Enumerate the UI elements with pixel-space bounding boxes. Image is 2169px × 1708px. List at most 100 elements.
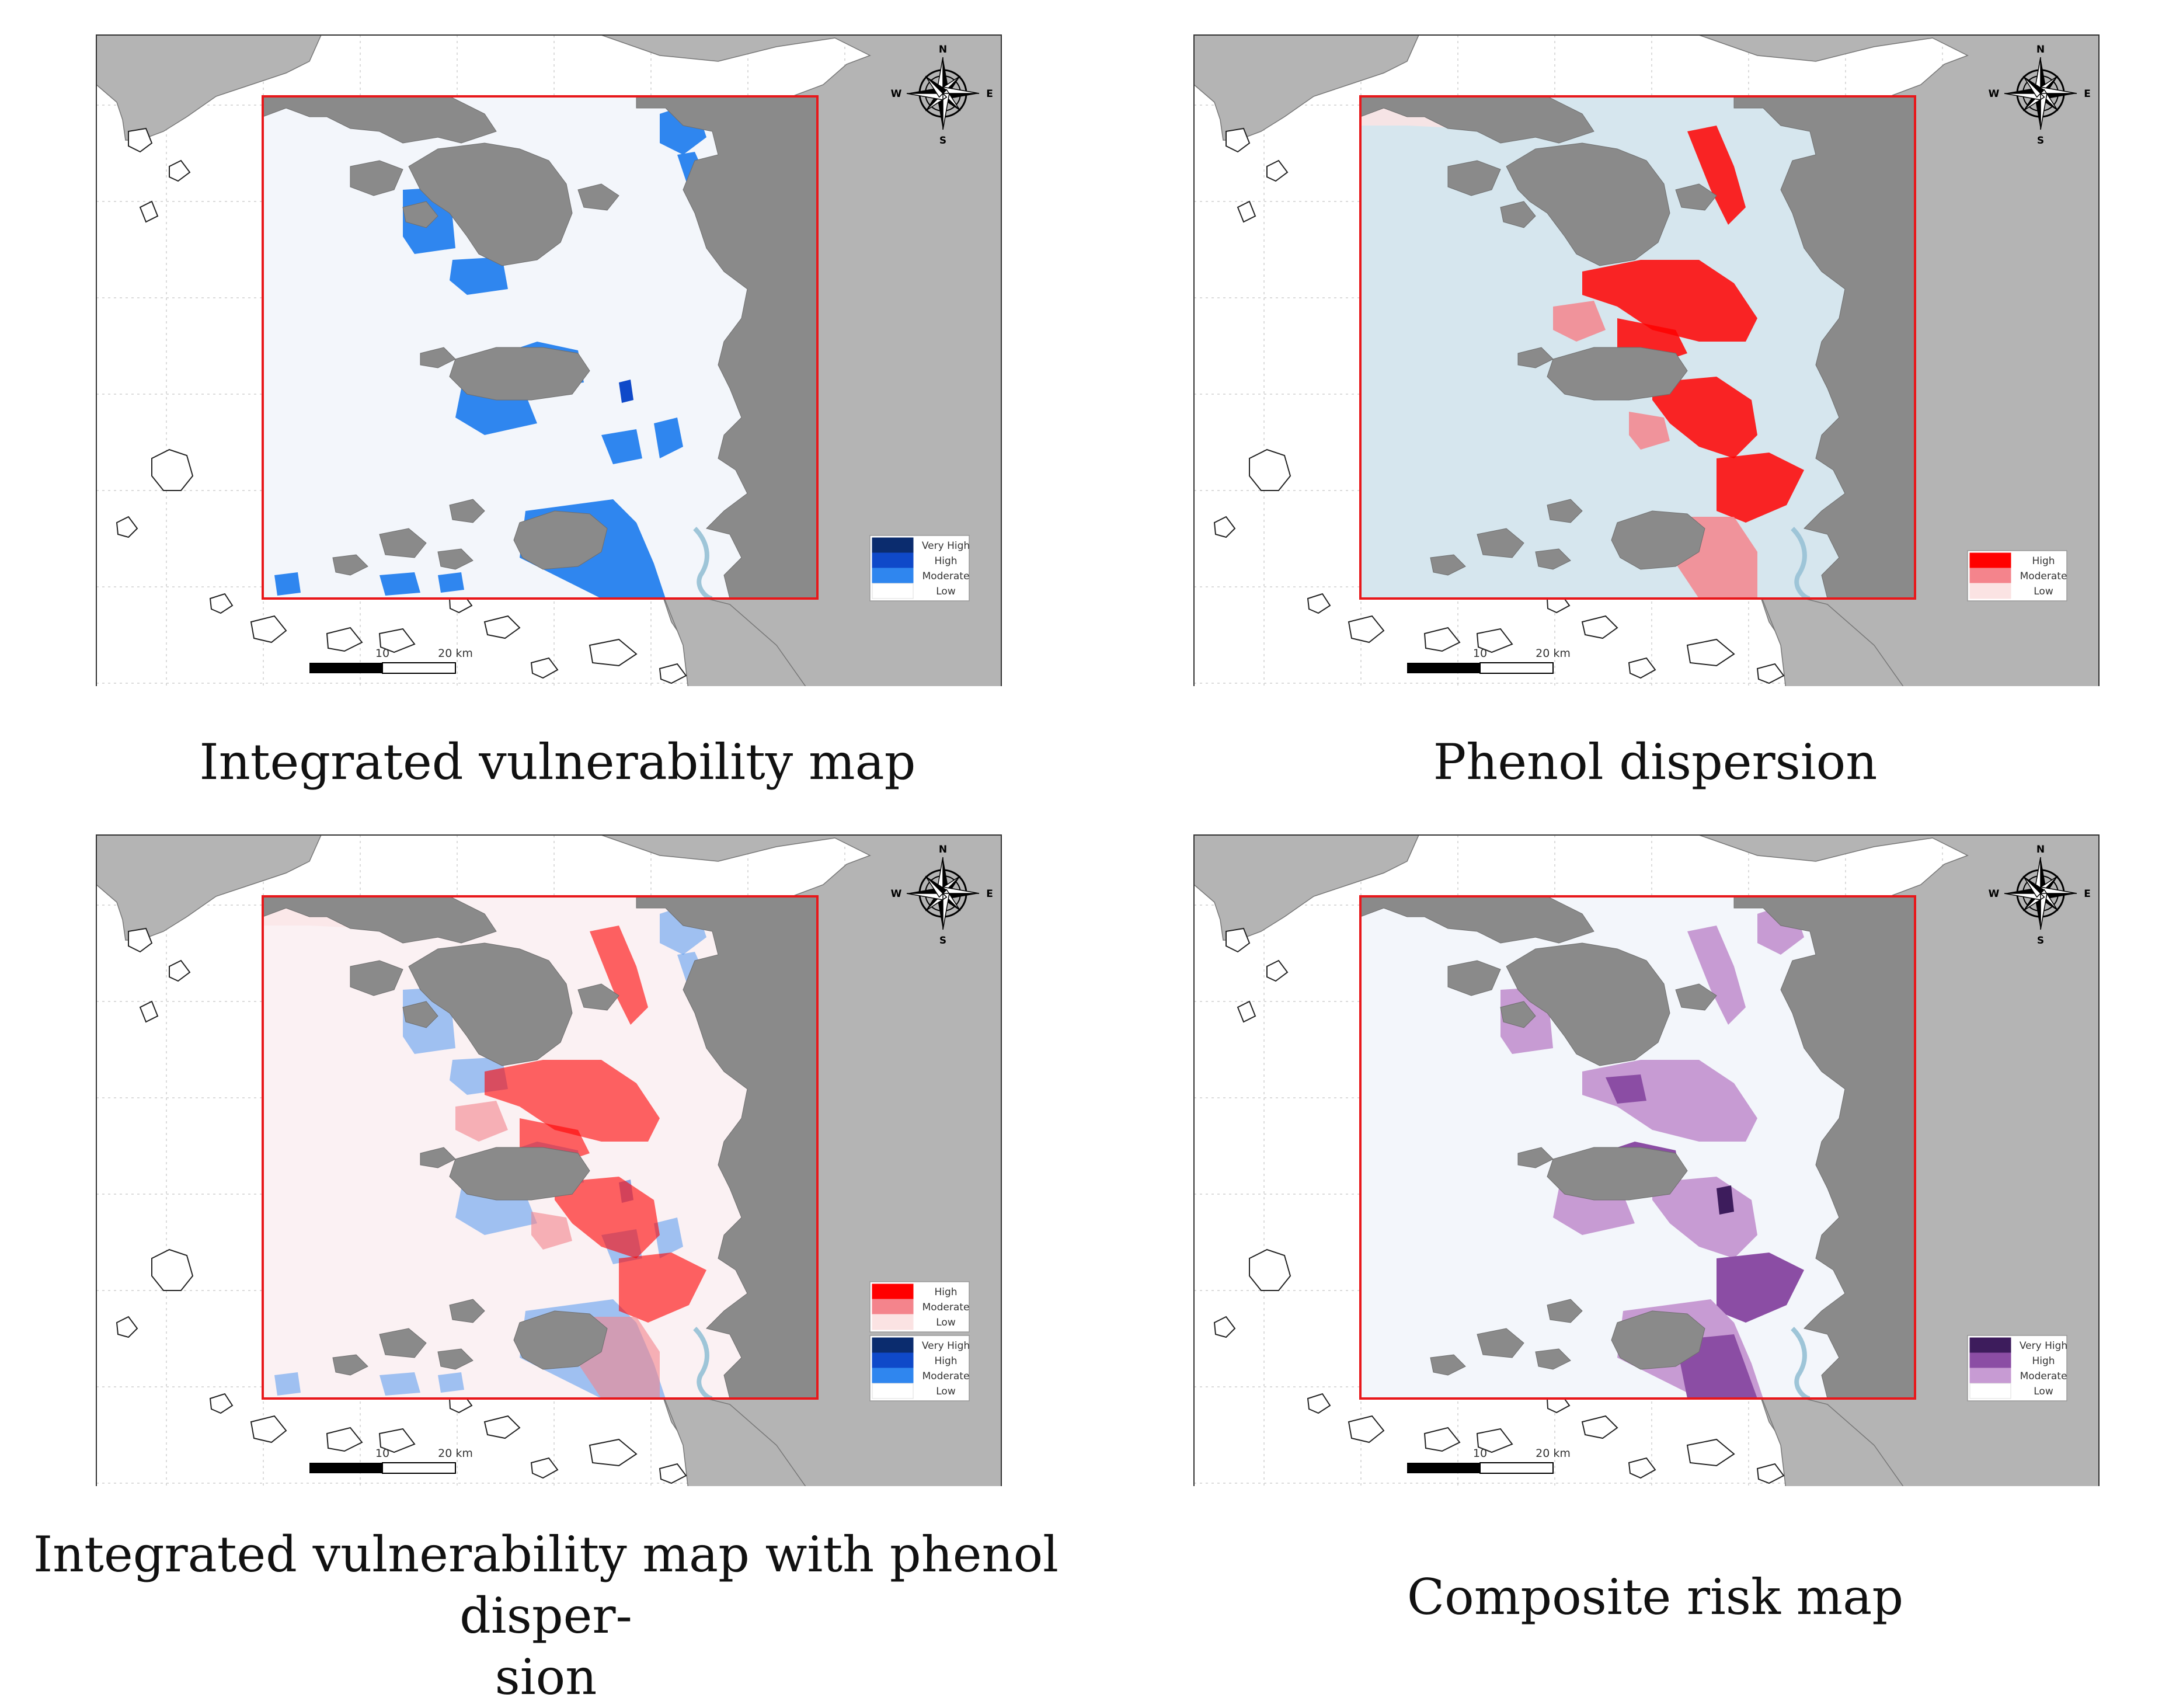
lon-tick-label-top: 126°36'0" (1721, 18, 1777, 31)
legend-swatch (872, 1368, 914, 1384)
risk-patch (1717, 1185, 1734, 1215)
island-outline (483, 615, 521, 639)
lon-tick-label-top: 126°18'0" (1527, 818, 1583, 831)
risk-patch (654, 1217, 683, 1258)
lon-tick-label-top: 126°54'0" (1914, 818, 1970, 831)
lon-tick-label-top: 126°18'0" (429, 818, 485, 831)
lat-tick-label-left: 37°30'0" (1174, 1188, 1188, 1201)
island-outline (659, 1463, 687, 1484)
study-land (437, 548, 474, 570)
study-land (263, 96, 497, 144)
study-area-frame (262, 95, 819, 600)
island-outline (659, 663, 687, 684)
lat-tick-label-right: 37°3'0" (1008, 1477, 1050, 1486)
island-outline (1756, 1463, 1785, 1484)
study-land (449, 1299, 485, 1323)
legend-swatch (872, 537, 914, 554)
lon-tick-label-top: 126°45'0" (720, 18, 776, 31)
lat-tick-label-right: 37°57'0" (2106, 99, 2155, 112)
risk-patch (619, 1253, 706, 1323)
lon-tick-label-top: 126°9'0" (336, 18, 385, 31)
legend-swatch (1969, 1383, 2011, 1399)
island-outline (1423, 627, 1461, 652)
scale-label-mid: 10 (375, 1447, 389, 1460)
island-outline (1237, 1000, 1256, 1023)
map-area: 125°51'0"125°51'0"126°0'0"126°0'0"126°9'… (1174, 18, 2155, 686)
study-land (449, 499, 485, 523)
island-outline (1581, 1415, 1618, 1439)
figure-root: Integrated vulnerability map Phenol disp… (33, 18, 2155, 1706)
scale-label-mid: 10 (1473, 647, 1487, 660)
map-panel-vulnerability-with-phenol: 125°51'0"125°51'0"126°0'0"126°0'0"126°9'… (96, 818, 1057, 1486)
study-land (1500, 1001, 1536, 1028)
risk-patch (531, 1212, 572, 1250)
risk-patch (1652, 377, 1757, 458)
study-land (420, 347, 456, 368)
scale-label-end: 20 km (438, 647, 473, 660)
island-outline (1307, 593, 1331, 614)
island-outline (1476, 628, 1513, 653)
island-outline (1628, 1457, 1656, 1479)
study-area-frame (1359, 95, 1916, 600)
study-land (1733, 96, 1915, 599)
island-outline (128, 927, 153, 953)
lon-tick-label-top: 127°3'0" (2015, 18, 2064, 31)
scale-bar: 10 20 km (309, 647, 473, 674)
study-area (1360, 896, 1915, 1399)
study-land (1506, 142, 1670, 266)
island-outline (250, 1415, 287, 1443)
study-land (1360, 96, 1594, 144)
lon-tick-label-top: 126°45'0" (1818, 18, 1874, 31)
legend-swatch (1969, 568, 2011, 584)
island-outline (530, 1457, 559, 1479)
island-outline (1213, 1316, 1236, 1338)
study-land (577, 183, 619, 211)
legend-swatch (872, 1283, 914, 1300)
island-outline (483, 1415, 521, 1439)
lon-tick-label-top: 126°36'0" (623, 818, 679, 831)
island-outline (326, 1427, 363, 1452)
legend-label: High (934, 1286, 957, 1298)
study-land (1547, 1147, 1688, 1201)
lat-tick-label-right: 37°48'0" (1008, 995, 1057, 1008)
study-land (1447, 160, 1501, 196)
caption-composite-risk: Composite risk map (1406, 1568, 1904, 1626)
island-outline (1307, 1393, 1331, 1414)
land-area (1194, 35, 1419, 141)
island-outline (116, 1316, 138, 1338)
land-area (1756, 586, 1904, 686)
study-land (513, 510, 608, 570)
risk-patch (380, 572, 420, 596)
study-area (263, 896, 817, 1399)
lon-tick-label-top: 127°3'0" (2015, 818, 2064, 831)
lat-tick-label-right: 37°12'0" (1008, 1380, 1057, 1393)
map-frame (1193, 34, 2100, 686)
lat-tick-label-right: 37°39'0" (2106, 1091, 2155, 1104)
risk-patch (654, 418, 683, 458)
study-land (1675, 183, 1717, 211)
island-outline (1225, 927, 1251, 953)
lon-tick-label-top: 126°18'0" (1527, 18, 1583, 31)
compass-s-label: S (2037, 935, 2044, 947)
island-outline (1266, 959, 1289, 982)
study-land (1733, 896, 1915, 1399)
legend-label: Moderate (922, 1370, 970, 1382)
legend-swatch (872, 552, 914, 569)
legend-label: High (934, 1355, 957, 1367)
study-land (408, 142, 573, 266)
lon-tick-label-top: 125°51'0" (138, 18, 194, 31)
legend-swatch (1969, 583, 2011, 599)
scale-label-end: 20 km (1536, 1447, 1571, 1460)
lat-tick-label-left: 37°12'0" (1174, 580, 1188, 593)
land-area (1194, 835, 1419, 941)
island-outline (1348, 615, 1385, 643)
study-land (437, 1348, 474, 1370)
lon-tick-label-top: 126°45'0" (1818, 818, 1874, 831)
island-outline (530, 657, 559, 679)
island-outline (589, 1438, 638, 1467)
risk-patch (1687, 926, 1746, 1025)
study-land (402, 201, 438, 228)
study-land (1611, 1310, 1705, 1370)
lat-tick-label-right: 37°48'0" (2106, 995, 2155, 1008)
study-land (420, 1147, 456, 1168)
